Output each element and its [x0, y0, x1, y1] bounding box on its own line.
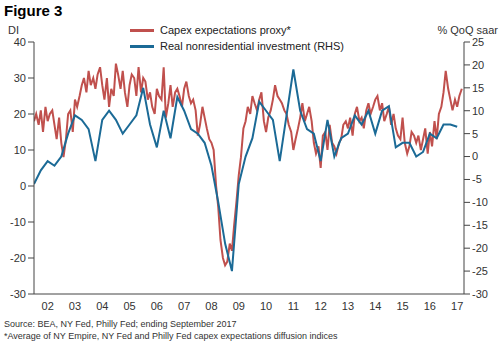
svg-text:05: 05 — [123, 300, 135, 312]
svg-text:10: 10 — [472, 105, 484, 117]
svg-text:-25: -25 — [472, 265, 488, 277]
svg-text:-20: -20 — [10, 252, 26, 264]
svg-text:03: 03 — [69, 300, 81, 312]
html-text:Capex expectations proxy*: Capex expectations proxy* — [160, 24, 291, 36]
svg-text:08: 08 — [205, 300, 217, 312]
svg-text:0: 0 — [20, 180, 26, 192]
svg-text:06: 06 — [151, 300, 163, 312]
html-text:Figure 3: Figure 3 — [4, 2, 63, 19]
svg-text:10: 10 — [260, 300, 272, 312]
svg-text:04: 04 — [96, 300, 108, 312]
svg-text:15: 15 — [396, 300, 408, 312]
svg-text:02: 02 — [42, 300, 54, 312]
html-text:Source: BEA, NY Fed, Philly Fe: Source: BEA, NY Fed, Philly Fed; ending … — [4, 319, 237, 329]
svg-text:-5: -5 — [472, 173, 482, 185]
html-text:DI: DI — [8, 24, 19, 36]
svg-text:16: 16 — [424, 300, 436, 312]
svg-text:20: 20 — [472, 59, 484, 71]
html-text:Real nonresidential investment: Real nonresidential investment (RHS) — [160, 40, 344, 52]
svg-text:5: 5 — [472, 128, 478, 140]
svg-text:-30: -30 — [472, 288, 488, 300]
svg-text:15: 15 — [472, 82, 484, 94]
svg-text:-10: -10 — [472, 196, 488, 208]
svg-text:-30: -30 — [10, 288, 26, 300]
svg-text:07: 07 — [178, 300, 190, 312]
svg-text:12: 12 — [315, 300, 327, 312]
svg-text:40: 40 — [14, 36, 26, 48]
svg-text:14: 14 — [369, 300, 381, 312]
svg-text:-15: -15 — [472, 219, 488, 231]
svg-text:-10: -10 — [10, 216, 26, 228]
html-text:% QoQ saar: % QoQ saar — [437, 24, 498, 36]
svg-text:10: 10 — [14, 144, 26, 156]
svg-text:0: 0 — [472, 150, 478, 162]
svg-text:20: 20 — [14, 108, 26, 120]
svg-text:-20: -20 — [472, 242, 488, 254]
svg-text:17: 17 — [451, 300, 463, 312]
svg-text:25: 25 — [472, 36, 484, 48]
svg-text:13: 13 — [342, 300, 354, 312]
html-text:*Average of NY Empire, NY Fed: *Average of NY Empire, NY Fed and Philly… — [4, 331, 338, 341]
svg-text:09: 09 — [233, 300, 245, 312]
svg-text:30: 30 — [14, 72, 26, 84]
svg-text:11: 11 — [288, 300, 299, 312]
